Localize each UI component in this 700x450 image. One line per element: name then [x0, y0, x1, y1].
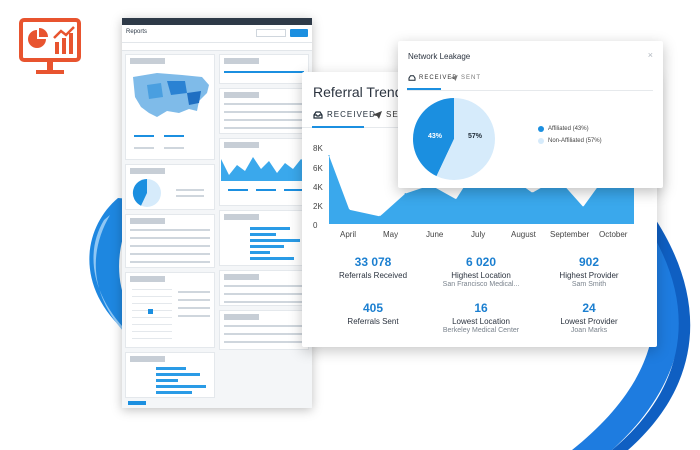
inbox-icon	[313, 110, 323, 119]
stat-lowest-location: 16 Lowest Location Berkeley Medical Cent…	[420, 301, 542, 334]
mini-area-chart	[219, 138, 309, 206]
stat-label: Lowest Provider	[560, 317, 618, 326]
tab-divider	[407, 90, 653, 91]
network-leakage-title: Network Leakage	[408, 52, 471, 61]
tab-received[interactable]: RECEIVED	[408, 75, 458, 81]
stat-sub: Sam Smith	[571, 281, 607, 288]
mini-page-title: Reports	[126, 29, 148, 35]
mini-footer-logo	[128, 401, 146, 405]
mini-table-2	[219, 270, 309, 306]
stat-label: Highest Location	[451, 271, 511, 280]
stat-value: 24	[582, 301, 596, 315]
stat-value: 902	[578, 255, 600, 269]
stat-lowest-provider: 24 Lowest Provider Joan Marks	[534, 301, 644, 334]
mini-referral-map	[125, 54, 215, 160]
mini-bar-chart	[219, 210, 309, 266]
paper-plane-icon	[450, 75, 458, 81]
x-tick-label: June	[426, 230, 444, 239]
stat-label: Referrals Received	[338, 271, 408, 280]
mini-action-button	[290, 29, 308, 37]
legend-label: Non-Affiliated (57%)	[548, 138, 602, 144]
legend-item-non-affiliated: Non-Affiliated (57%)	[538, 138, 602, 144]
dashboard-screenshot: Reports	[122, 18, 312, 408]
mini-list	[219, 88, 309, 134]
legend-dot-icon	[538, 138, 544, 144]
stat-highest-provider: 902 Highest Provider Sam Smith	[534, 255, 644, 288]
tab-received-label: RECEIVED	[327, 110, 376, 119]
mini-search-input	[256, 29, 286, 37]
x-tick-label: August	[511, 230, 536, 239]
x-tick-label: May	[383, 230, 399, 239]
area-point	[328, 155, 330, 157]
presentation-chart-logo-icon	[19, 18, 81, 74]
inbox-icon	[408, 75, 416, 81]
pie-slice-label-affiliated: 43%	[428, 133, 443, 140]
stat-sub: San Francisco Medical...	[442, 281, 520, 288]
mini-network-leakage	[125, 164, 215, 210]
active-tab-underline	[407, 88, 441, 90]
stat-referrals-sent: 405 Referrals Sent	[318, 301, 428, 326]
x-tick-label: October	[599, 230, 628, 239]
pie-slice	[412, 98, 454, 177]
tab-sent[interactable]: SENT	[450, 75, 481, 81]
stat-label: Lowest Location	[452, 317, 510, 326]
legend-label: Affiliated (43%)	[548, 126, 589, 132]
mini-bar-list	[125, 352, 215, 398]
area-point	[455, 198, 457, 200]
pie-slice	[436, 98, 495, 180]
network-leakage-tabs: RECEIVED SENT	[398, 71, 663, 89]
network-leakage-pie	[412, 98, 495, 180]
stat-value: 33 078	[354, 255, 392, 269]
area-point	[531, 192, 533, 194]
x-tick-label: July	[471, 230, 486, 239]
x-tick-label: April	[340, 230, 357, 239]
tab-received-label: RECEIVED	[419, 75, 458, 81]
mini-top-nav	[122, 18, 312, 25]
stat-highest-location: 6 020 Highest Location San Francisco Med…	[426, 255, 536, 288]
stat-value: 6 020	[465, 255, 497, 269]
tab-sent-label: SENT	[461, 75, 482, 81]
mini-table-3	[219, 310, 309, 350]
stat-value: 16	[474, 301, 488, 315]
stat-label: Highest Provider	[559, 271, 619, 280]
y-tick-label: 4K	[313, 183, 323, 192]
stat-referrals-received: 33 078 Referrals Received	[318, 255, 428, 280]
stat-sub: Berkeley Medical Center	[442, 327, 520, 334]
mini-stats	[219, 54, 309, 84]
area-point	[348, 209, 350, 211]
pie-legend: Affiliated (43%) Non-Affiliated (57%)	[538, 126, 602, 150]
y-tick-label: 0	[313, 221, 318, 230]
y-tick-label: 8K	[313, 144, 323, 153]
stat-label: Referrals Sent	[347, 317, 399, 326]
tab-received[interactable]: RECEIVED	[313, 110, 376, 119]
mini-area-icon	[221, 157, 309, 181]
area-point	[404, 193, 406, 195]
x-tick-label: September	[550, 230, 590, 239]
legend-item-affiliated: Affiliated (43%)	[538, 126, 602, 132]
area-point	[379, 215, 381, 217]
stat-sub: Joan Marks	[570, 327, 608, 334]
y-tick-label: 2K	[313, 202, 323, 211]
y-tick-label: 6K	[313, 164, 323, 173]
pie-slice-label-non-affiliated: 57%	[468, 133, 483, 140]
area-series	[329, 155, 634, 224]
stat-value: 405	[362, 301, 384, 315]
mini-calendar	[125, 272, 215, 348]
mini-header: Reports	[122, 25, 312, 43]
active-tab-underline	[312, 126, 364, 128]
paper-plane-icon	[372, 110, 382, 119]
legend-dot-icon	[538, 126, 544, 132]
mini-filters	[122, 43, 312, 51]
mini-pie-icon	[132, 178, 161, 207]
us-map-icon	[133, 73, 209, 117]
area-point	[582, 206, 584, 208]
mini-table	[125, 214, 215, 268]
referral-trends-title: Referral Trends	[313, 84, 410, 100]
close-icon[interactable]: ×	[647, 50, 653, 60]
